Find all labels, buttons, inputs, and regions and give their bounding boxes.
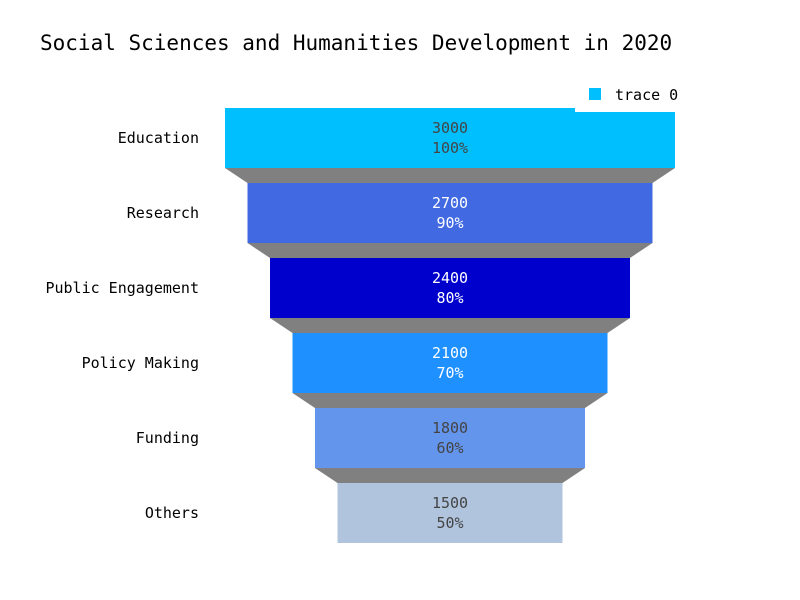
- category-label: Funding: [136, 429, 199, 447]
- bar-percent-label: 80%: [436, 289, 463, 307]
- funnel-connector: [225, 168, 675, 183]
- category-label: Public Engagement: [45, 279, 199, 297]
- bar-percent-label: 50%: [436, 514, 463, 532]
- bar-value-label: 2100: [432, 344, 468, 362]
- funnel-bar-policy-making[interactable]: [292, 333, 608, 393]
- category-label: Education: [118, 129, 199, 147]
- funnel-connector: [270, 318, 630, 333]
- funnel-bar-funding[interactable]: [315, 408, 585, 468]
- funnel-bar-research[interactable]: [247, 183, 653, 243]
- funnel-bar-others[interactable]: [337, 483, 563, 543]
- bar-percent-label: 70%: [436, 364, 463, 382]
- funnel-connectors: [225, 168, 675, 483]
- bar-value-label: 2700: [432, 194, 468, 212]
- funnel-connector: [247, 243, 653, 258]
- category-label: Policy Making: [82, 354, 199, 372]
- bar-value-label: 2400: [432, 269, 468, 287]
- bar-percent-label: 100%: [432, 139, 468, 157]
- category-label: Research: [127, 204, 199, 222]
- chart-title: Social Sciences and Humanities Developme…: [40, 31, 672, 55]
- legend-label[interactable]: trace 0: [615, 86, 678, 104]
- funnel-bars: 3000 100% 2700 90% 2400 80% 2100 70% 1800 60% 1500…: [225, 108, 675, 543]
- category-labels: Education Research Public Engagement Policy…: [45, 129, 199, 522]
- funnel-bar-public-engagement[interactable]: [270, 258, 630, 318]
- funnel-connector: [292, 393, 608, 408]
- funnel-connector: [315, 468, 585, 483]
- category-label: Others: [145, 504, 199, 522]
- bar-value-label: 1500: [432, 494, 468, 512]
- bar-percent-label: 60%: [436, 439, 463, 457]
- legend[interactable]: trace 0: [575, 80, 685, 112]
- funnel-bar-education[interactable]: [225, 108, 675, 168]
- bar-value-label: 1800: [432, 419, 468, 437]
- bar-percent-label: 90%: [436, 214, 463, 232]
- bar-value-label: 3000: [432, 119, 468, 137]
- legend-swatch[interactable]: [589, 88, 601, 100]
